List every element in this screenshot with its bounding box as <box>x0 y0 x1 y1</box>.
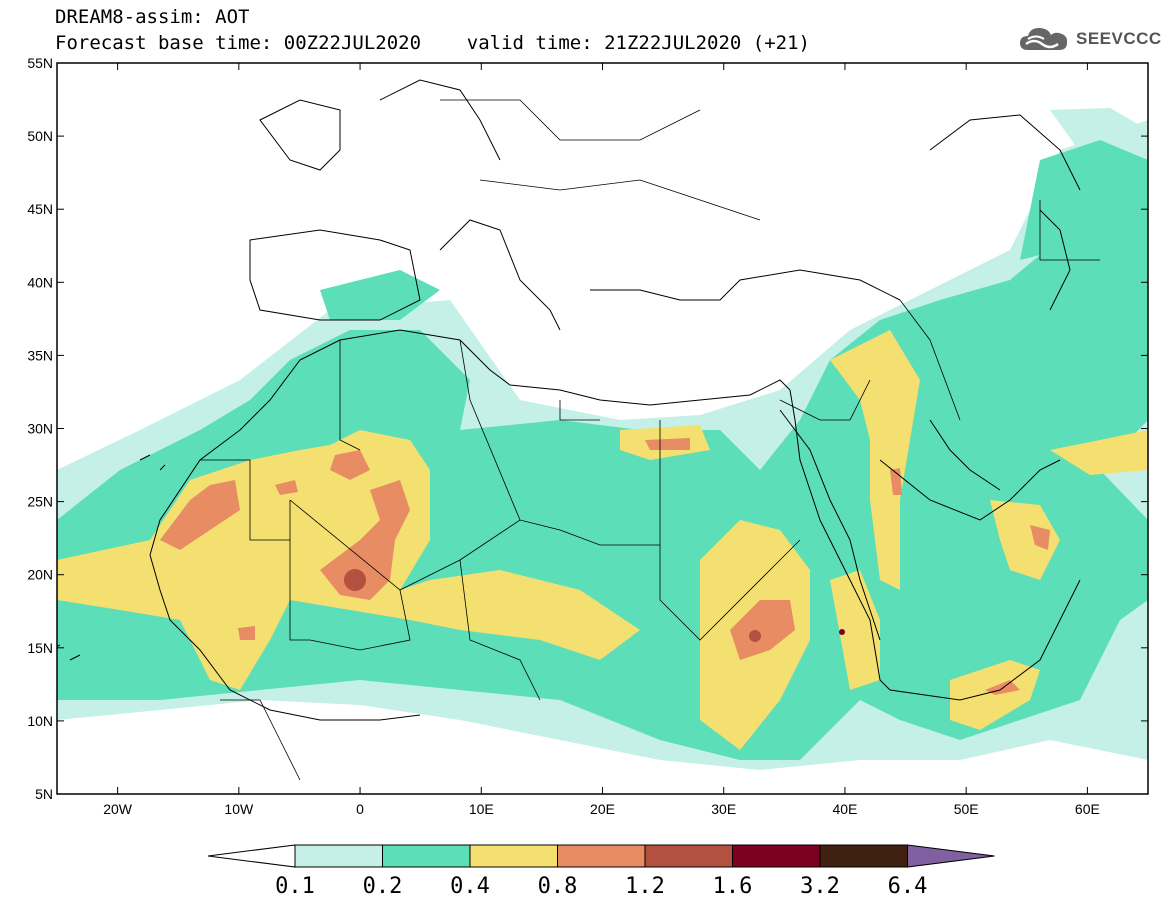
colorbar-low-arrow <box>207 844 296 868</box>
lat-tick-label: 25N <box>27 494 53 510</box>
lat-tick-label: 35N <box>27 347 53 363</box>
colorbar-cell <box>294 844 383 868</box>
lon-tick-label: 10E <box>469 801 494 817</box>
colorbar-cell <box>469 844 558 868</box>
map-title: DREAM8-assim: AOT <box>55 6 250 28</box>
colorbar-cell <box>557 844 646 868</box>
colorbar-cell <box>382 844 471 868</box>
lon-tick-label: 20W <box>103 801 133 817</box>
colorbar-label: 0.8 <box>538 874 578 899</box>
lat-tick-label: 30N <box>27 421 53 437</box>
coastlines <box>57 79 1081 721</box>
lon-tick-label: 40E <box>832 801 857 817</box>
lat-tick-label: 55N <box>27 55 53 71</box>
aot-fields <box>57 79 1148 781</box>
colorbar-label: 0.1 <box>275 874 315 899</box>
colorbar-label: 0.4 <box>450 874 490 899</box>
colorbar-label: 0.2 <box>363 874 403 899</box>
lat-tick-label: 10N <box>27 713 53 729</box>
map-subtitle: Forecast base time: 00Z22JUL2020 valid t… <box>55 32 810 54</box>
colorbar-cell <box>732 844 821 868</box>
colorbar-label: 1.2 <box>625 874 665 899</box>
seevccc-logo: SEEVCCC <box>1018 22 1162 56</box>
lon-tick-label: 60E <box>1075 801 1100 817</box>
longitude-axis: 20W 10W 0 10E 20E 30E 40E 50E 60E <box>103 63 1100 817</box>
colorbar: 0.1 0.2 0.4 0.8 1.2 1.6 3.2 6.4 <box>207 844 995 899</box>
country-borders <box>200 99 1100 781</box>
colorbar-cell <box>819 844 908 868</box>
cloud-icon <box>1020 28 1068 50</box>
lon-tick-label: 0 <box>356 801 364 817</box>
lon-tick-label: 20E <box>590 801 615 817</box>
lat-tick-label: 40N <box>27 274 53 290</box>
colorbar-label: 3.2 <box>800 874 840 899</box>
lat-tick-label: 15N <box>27 640 53 656</box>
colorbar-cell <box>644 844 733 868</box>
aot-level-1.6 <box>839 629 845 635</box>
latitude-axis: 55N 50N 45N 40N 35N 30N 25N 20N 15N 10N 5N <box>27 55 1148 802</box>
colorbar-label: 1.6 <box>713 874 753 899</box>
lon-tick-label: 30E <box>711 801 736 817</box>
lat-tick-label: 50N <box>27 128 53 144</box>
lat-tick-label: 20N <box>27 567 53 583</box>
colorbar-label: 6.4 <box>888 874 928 899</box>
colorbar-high-arrow <box>907 844 995 868</box>
lat-tick-label: 45N <box>27 201 53 217</box>
logo-text: SEEVCCC <box>1076 29 1162 48</box>
aot-level-1.2 <box>344 569 761 642</box>
lon-tick-label: 50E <box>954 801 979 817</box>
lon-tick-label: 10W <box>224 801 254 817</box>
lat-tick-label: 5N <box>35 786 53 802</box>
aot-level-0.8 <box>160 438 1050 695</box>
map-plot-area <box>56 62 1149 795</box>
